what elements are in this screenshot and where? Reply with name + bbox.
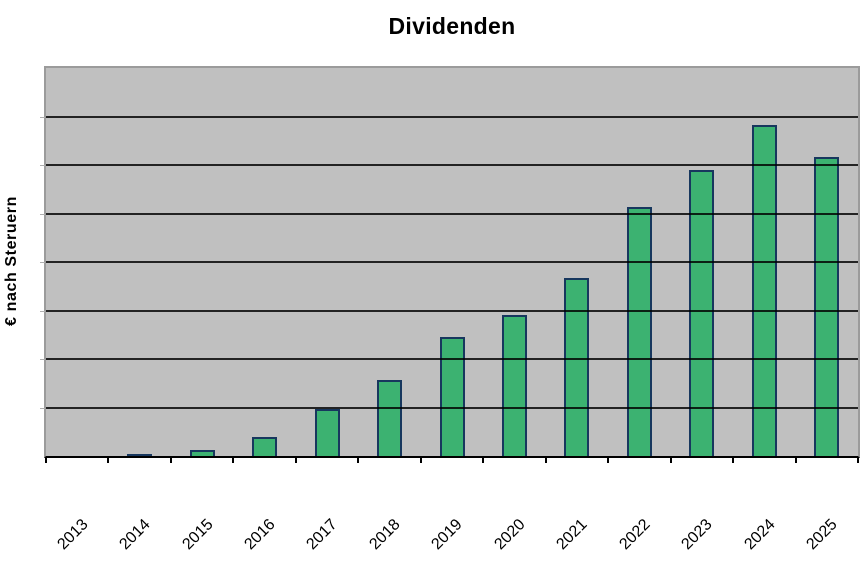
y-axis-tick: [40, 359, 45, 360]
x-tick-label-2021: 2021: [553, 516, 591, 554]
x-tick-label-2023: 2023: [678, 516, 716, 554]
x-axis-tick: [419, 457, 422, 463]
bar-2015: [189, 450, 215, 456]
x-axis-tick: [357, 457, 360, 463]
gridline: [46, 164, 858, 166]
x-axis-tick: [857, 457, 859, 463]
bar-2014: [127, 453, 153, 456]
y-axis-tick: [40, 213, 45, 215]
bar-2022: [626, 207, 652, 456]
y-axis-tick: [40, 262, 45, 263]
x-axis-tick: [607, 457, 610, 463]
y-axis-label: € nach Steruern: [3, 196, 20, 326]
x-tick-label-2025: 2025: [803, 516, 841, 554]
bar-2019: [439, 337, 465, 456]
x-tick-label-2015: 2015: [178, 516, 217, 554]
gridline: [46, 261, 858, 263]
x-axis-tick: [45, 457, 47, 463]
x-axis-tick: [107, 457, 110, 463]
bar-2024: [751, 125, 777, 456]
bar-2017: [314, 408, 340, 456]
bar-2016: [252, 436, 278, 456]
gridline: [46, 212, 858, 215]
x-axis-tick: [794, 457, 797, 463]
chart-title: Dividenden: [388, 13, 516, 39]
y-axis-tick: [40, 165, 45, 166]
x-tick-label-2017: 2017: [303, 516, 342, 554]
gridline: [46, 115, 858, 118]
x-axis-tick: [232, 457, 235, 463]
x-tick-label-2014: 2014: [116, 516, 154, 554]
x-tick-label-2016: 2016: [241, 516, 279, 554]
bar-2021: [564, 278, 590, 456]
bar-2018: [377, 379, 403, 456]
y-axis-tick: [40, 310, 45, 312]
x-tick-label-2018: 2018: [366, 516, 404, 554]
gridline: [46, 309, 858, 312]
bar-2020: [501, 314, 527, 456]
y-axis-tick: [40, 407, 45, 409]
x-axis-tick: [544, 457, 547, 463]
plot-area: [44, 66, 860, 458]
gridline: [46, 358, 858, 360]
x-tick-label-2019: 2019: [428, 516, 467, 554]
y-axis-tick: [40, 116, 45, 118]
x-tick-label-2022: 2022: [616, 516, 654, 554]
x-axis-tick: [732, 457, 735, 463]
x-axis-tick: [294, 457, 297, 463]
x-tick-label-2013: 2013: [54, 516, 92, 554]
bar-2025: [814, 157, 840, 456]
x-axis-tick: [482, 457, 485, 463]
x-tick-label-2024: 2024: [741, 516, 779, 554]
gridline: [46, 406, 858, 409]
x-tick-label-2020: 2020: [491, 516, 529, 554]
x-axis-tick: [169, 457, 172, 463]
x-axis-tick: [669, 457, 672, 463]
